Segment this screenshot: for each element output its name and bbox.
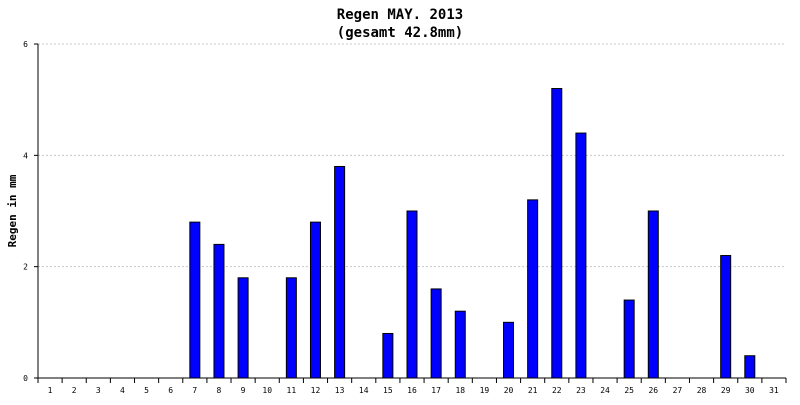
bar-day-18 (454, 310, 466, 379)
x-tick-label: 15 (383, 386, 393, 395)
x-tick-label: 29 (721, 386, 731, 395)
bar-day-20 (503, 321, 515, 379)
x-tick-label: 19 (480, 386, 490, 395)
x-tick-label: 11 (287, 386, 297, 395)
x-tick-label: 10 (262, 386, 272, 395)
x-tick-label: 30 (745, 386, 755, 395)
x-tick-label: 18 (455, 386, 465, 395)
bar-day-30 (744, 355, 756, 379)
x-tick-label: 7 (192, 386, 197, 395)
bar-day-29 (720, 255, 732, 379)
x-tick-label: 31 (769, 386, 779, 395)
x-tick-label: 9 (241, 386, 246, 395)
x-tick-label: 8 (217, 386, 222, 395)
bar-day-13 (334, 165, 346, 379)
x-tick-label: 25 (624, 386, 634, 395)
bar-day-25 (623, 299, 635, 379)
x-tick-label: 6 (168, 386, 173, 395)
x-tick-label: 4 (120, 386, 125, 395)
chart-title: Regen MAY. 2013 (337, 7, 463, 23)
bar-day-17 (430, 288, 442, 379)
x-tick-label: 17 (431, 386, 441, 395)
bar-day-7 (189, 221, 201, 379)
bar-day-12 (309, 221, 321, 379)
x-tick-label: 20 (504, 386, 514, 395)
x-tick-label: 24 (600, 386, 610, 395)
bar-day-16 (406, 210, 418, 379)
y-tick-label: 4 (23, 151, 28, 160)
bar-day-23 (575, 132, 587, 379)
x-tick-label: 23 (576, 386, 586, 395)
x-tick-label: 22 (552, 386, 562, 395)
x-tick-label: 3 (96, 386, 101, 395)
bar-day-9 (237, 277, 249, 379)
x-tick-label: 16 (407, 386, 417, 395)
bar-day-8 (213, 243, 225, 379)
y-tick-label: 2 (23, 263, 28, 272)
bar-day-11 (285, 277, 297, 379)
chart-subtitle: (gesamt 42.8mm) (337, 25, 463, 41)
y-axis-label: Regen in mm (6, 174, 19, 247)
bar-layer (189, 88, 756, 379)
y-tick-label: 6 (23, 40, 28, 49)
x-tick-label: 1 (48, 386, 53, 395)
bar-day-22 (551, 88, 563, 379)
bar-day-15 (382, 332, 394, 379)
x-tick-label: 21 (528, 386, 538, 395)
x-tick-label: 2 (72, 386, 77, 395)
x-tick-label: 27 (673, 386, 683, 395)
x-tick-label: 28 (697, 386, 707, 395)
bar-day-26 (647, 210, 659, 379)
axis-layer (34, 43, 787, 383)
x-tick-label: 5 (144, 386, 149, 395)
x-tick-label: 12 (311, 386, 321, 395)
x-tick-label: 14 (359, 386, 369, 395)
x-tick-label: 26 (648, 386, 658, 395)
bar-day-21 (527, 199, 539, 379)
y-tick-label: 0 (23, 374, 28, 383)
x-tick-label: 13 (335, 386, 345, 395)
